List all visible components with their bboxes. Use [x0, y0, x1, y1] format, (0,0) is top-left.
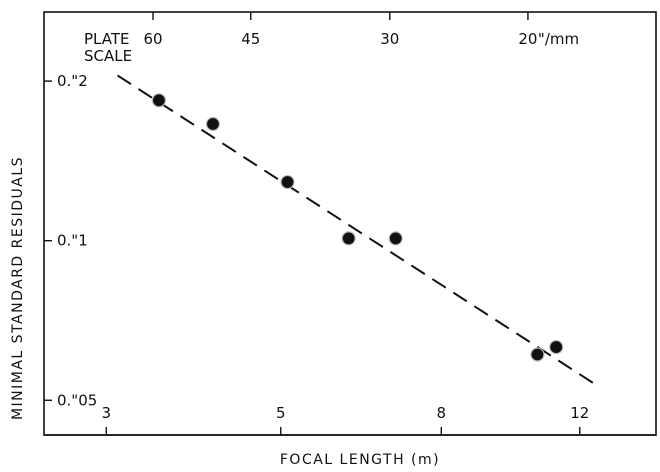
top-tick-label: 30 [380, 30, 399, 48]
y-tick-label: 0."2 [57, 72, 88, 90]
top-axis: PLATE SCALE 60 45 30 20 "/mm [84, 12, 579, 65]
fit-line [116, 74, 600, 388]
y-tick-label: 0."05 [57, 391, 97, 409]
x-ticks: 3 5 8 12 [102, 404, 589, 435]
x-tick-label: 5 [276, 404, 286, 422]
data-point [280, 174, 295, 190]
fit-line-group [116, 74, 600, 388]
data-point [341, 231, 356, 246]
top-axis-unit: "/mm [538, 30, 579, 48]
data-point [151, 93, 167, 108]
x-axis: 3 5 8 12 FOCAL LENGTH (m) [44, 404, 656, 468]
top-axis-title-line2: SCALE [84, 47, 132, 65]
top-axis-ticks: 60 45 30 20 "/mm [143, 12, 579, 48]
x-axis-title: FOCAL LENGTH (m) [280, 452, 440, 468]
data-point [549, 339, 564, 355]
y-axis-title: MINIMAL STANDARD RESIDUALS [10, 156, 26, 420]
x-tick-label: 12 [570, 404, 589, 422]
y-axis: 0."2 0."1 0."05 MINIMAL STANDARD RESIDUALS [10, 72, 97, 420]
data-point [530, 347, 545, 362]
data-points [151, 93, 564, 362]
top-tick-label: 45 [241, 30, 260, 48]
x-tick-label: 3 [102, 404, 112, 422]
plot-frame [43, 11, 657, 436]
top-tick-label: 20 [518, 30, 537, 48]
y-ticks: 0."2 0."1 0."05 [44, 72, 97, 409]
top-axis-title-line1: PLATE [84, 30, 129, 48]
top-tick-label: 60 [143, 30, 162, 48]
data-point [205, 116, 221, 132]
x-tick-label: 8 [437, 404, 447, 422]
y-tick-label: 0."1 [57, 232, 88, 250]
data-point [388, 231, 403, 246]
